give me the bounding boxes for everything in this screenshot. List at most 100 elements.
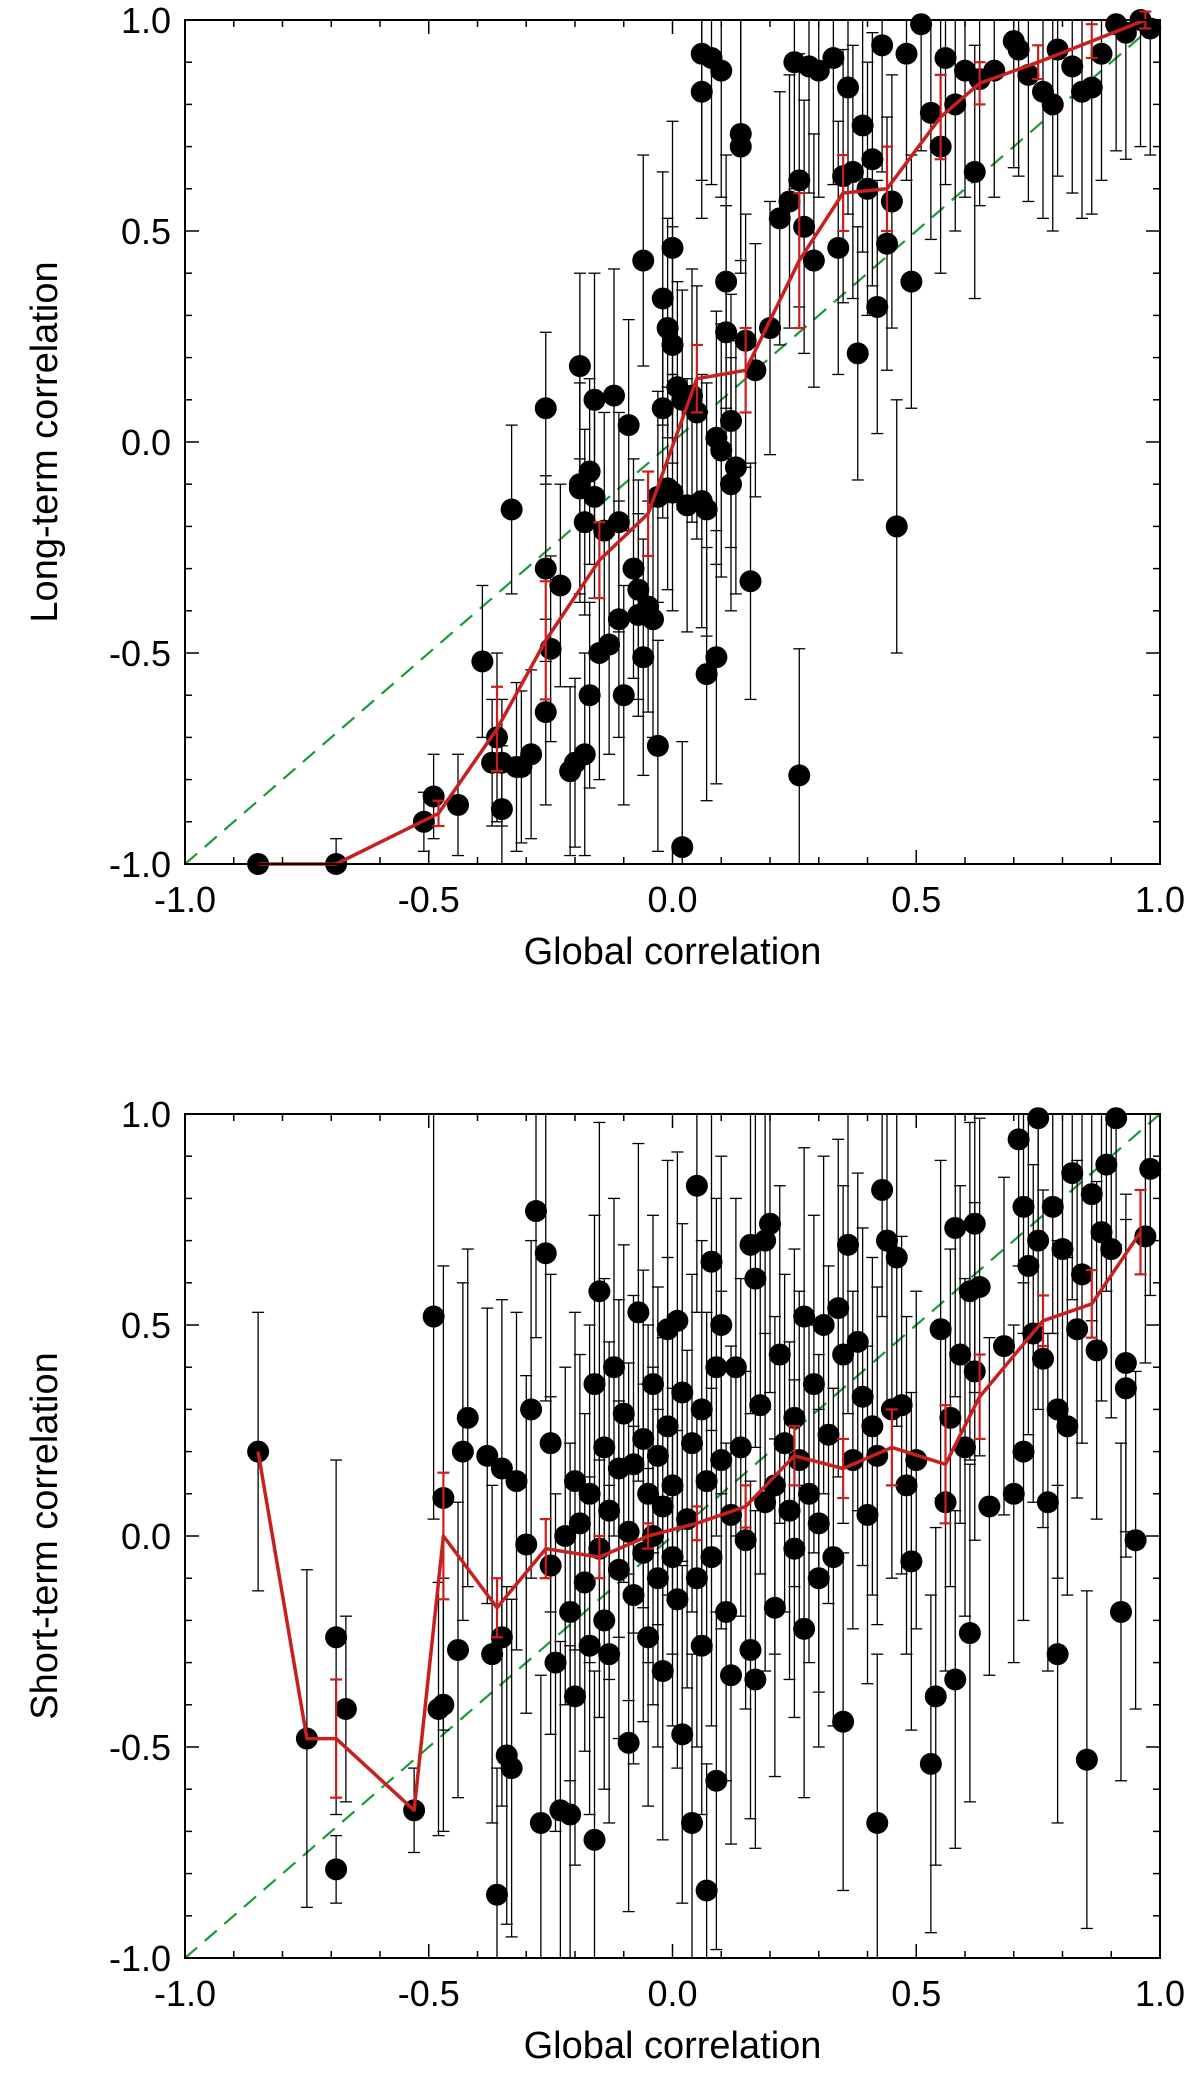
data-point <box>1041 1195 1064 1218</box>
data-point <box>1124 1529 1147 1552</box>
y-axis-label: Short-term correlation <box>24 1352 66 1719</box>
data-point <box>749 1394 772 1417</box>
data-point <box>954 1436 976 1459</box>
x-tick-label: 0.0 <box>647 1973 697 2014</box>
data-point <box>788 169 811 192</box>
data-point <box>539 1554 562 1577</box>
data-point <box>583 1373 606 1396</box>
data-point <box>583 388 606 411</box>
data-point <box>656 317 679 340</box>
data-point <box>583 485 606 508</box>
data-point <box>856 1503 879 1526</box>
data-point <box>866 295 889 318</box>
data-point <box>807 59 830 82</box>
data-point <box>685 1174 708 1197</box>
data-point <box>666 1309 689 1332</box>
data-point <box>481 1643 504 1666</box>
data-point <box>534 397 557 420</box>
data-point <box>880 190 903 213</box>
data-point <box>807 1512 830 1535</box>
data-point <box>885 1246 908 1269</box>
data-point <box>564 1470 586 1493</box>
data-point <box>866 1811 889 1834</box>
data-point <box>793 215 816 238</box>
data-point <box>681 1811 703 1834</box>
data-point <box>646 1444 669 1467</box>
data-point <box>963 1360 986 1383</box>
data-point <box>529 1811 552 1834</box>
data-point <box>500 1757 523 1780</box>
data-point <box>651 397 674 420</box>
data-point <box>1017 1254 1040 1277</box>
data-point <box>700 1250 723 1273</box>
x-tick-label: -0.5 <box>398 879 460 920</box>
data-point <box>720 1664 742 1687</box>
data-point <box>1085 1339 1108 1362</box>
identity-line <box>184 19 1161 865</box>
x-tick-label: -1.0 <box>154 879 216 920</box>
data-point <box>646 734 669 757</box>
data-point <box>856 177 879 200</box>
data-point <box>895 42 918 65</box>
data-point <box>695 498 718 521</box>
data-point <box>763 1596 786 1619</box>
y-tick-label: 0.0 <box>121 1516 171 1557</box>
data-point <box>1110 1600 1132 1623</box>
data-point <box>1061 55 1084 78</box>
data-point <box>505 1470 528 1493</box>
data-point <box>490 798 513 821</box>
data-point <box>783 1406 806 1429</box>
data-point <box>447 793 469 816</box>
data-point <box>422 785 445 808</box>
x-axis-label: Global correlation <box>524 931 822 973</box>
data-point <box>861 148 884 171</box>
data-point <box>944 1216 967 1239</box>
data-point <box>851 1385 874 1408</box>
data-point <box>1080 1183 1103 1206</box>
data-point <box>793 1305 816 1328</box>
data-point <box>651 1495 674 1518</box>
data-point <box>837 1233 859 1256</box>
data-point <box>949 1343 972 1366</box>
data-point <box>773 1432 796 1455</box>
data-point <box>534 701 557 724</box>
data-point <box>642 1373 664 1396</box>
data-point <box>1007 1128 1030 1151</box>
data-point <box>593 1436 616 1459</box>
data-point <box>754 1491 777 1514</box>
data-point <box>666 1588 689 1611</box>
y-tick-label: 0.5 <box>121 211 171 252</box>
data-point <box>695 1879 718 1902</box>
data-point <box>520 1398 543 1421</box>
data-point <box>1105 1107 1128 1130</box>
data-point <box>802 249 825 272</box>
data-point <box>549 574 572 597</box>
data-point <box>1080 76 1103 99</box>
data-point <box>739 570 762 593</box>
data-point <box>919 1752 942 1775</box>
y-tick-label: 0.0 <box>121 422 171 463</box>
y-tick-label: -0.5 <box>109 1727 171 1768</box>
short-term-panel: -1.0 -0.5 0.0 0.5 1.0 -1.0 -0.5 0.0 0.5 1.0 Globa… <box>24 1094 1185 2067</box>
data-point <box>1036 1491 1059 1514</box>
data-point <box>646 1567 669 1590</box>
y-tick-label: -1.0 <box>109 844 171 885</box>
data-point <box>924 1685 947 1708</box>
y-tick-label: 0.5 <box>121 1305 171 1346</box>
data-point <box>759 1212 781 1235</box>
data-point <box>617 1520 640 1543</box>
data-point <box>744 1668 767 1691</box>
data-point <box>734 1529 757 1552</box>
data-point <box>822 46 845 69</box>
data-point <box>958 1622 981 1645</box>
data-point <box>1066 1318 1089 1341</box>
data-point <box>885 515 908 538</box>
data-point <box>846 342 869 365</box>
data-point <box>1114 1377 1137 1400</box>
data-point <box>627 1301 650 1324</box>
data-point <box>671 1723 694 1746</box>
data-point <box>568 355 591 378</box>
y-tick-label: 1.0 <box>121 0 171 41</box>
data-point <box>729 1436 752 1459</box>
data-point <box>1090 42 1113 65</box>
